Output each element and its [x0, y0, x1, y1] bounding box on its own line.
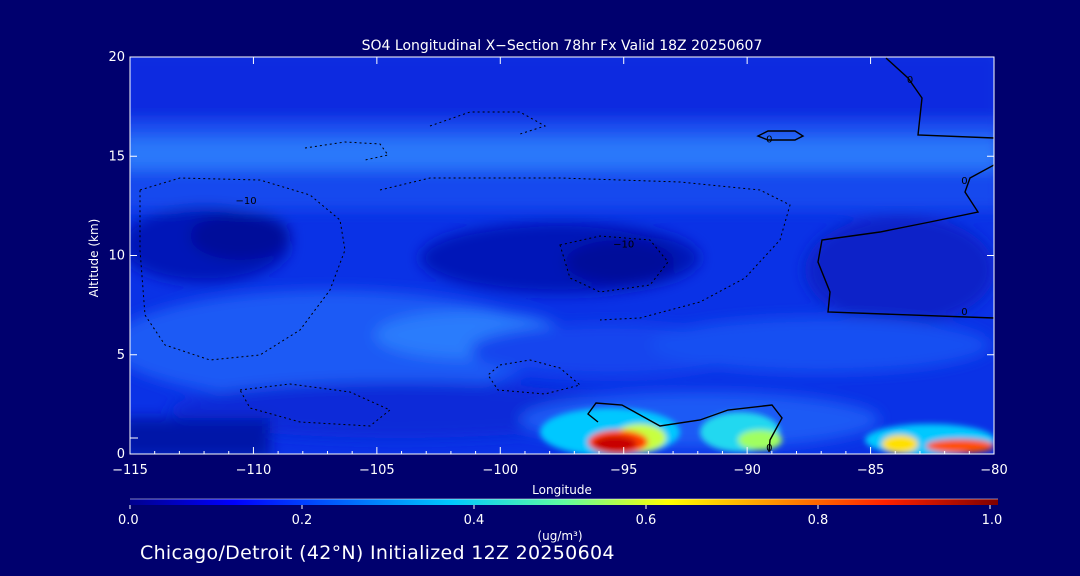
- x-tick-label: −110: [236, 463, 272, 478]
- contour-solid-upper-right: [885, 57, 994, 139]
- contour-dotted-6: [487, 359, 582, 395]
- y-tick-label: 0: [117, 447, 125, 462]
- y-axis-label: Altitude (km): [87, 219, 101, 298]
- contour-lines: [139, 57, 994, 453]
- x-tick-label: −80: [980, 463, 1007, 478]
- contour-label: 0: [907, 75, 913, 86]
- contour-label: 0: [766, 443, 772, 454]
- contour-dotted-7: [239, 383, 391, 427]
- colorbar-tick-label: 0.4: [464, 513, 485, 528]
- contour-solid-lower: [587, 402, 783, 453]
- y-tick-label: 5: [117, 348, 125, 363]
- contour-label: −10: [235, 196, 256, 207]
- contour-dotted-2: [379, 177, 791, 321]
- y-tick-label: 20: [108, 50, 125, 65]
- concentration-field: [130, 57, 994, 454]
- contour-label: 0: [766, 134, 772, 145]
- x-tick-label: −115: [112, 463, 148, 478]
- colorbar-ticks: 0.0 0.2 0.4 0.6 0.8 1.0: [118, 505, 1002, 528]
- y-axis: 0 5 10 15 20: [108, 50, 994, 462]
- colorbar-tick-label: 1.0: [982, 513, 1003, 528]
- colorbar-tick-label: 0.6: [636, 513, 657, 528]
- colorbar-tick-label: 0.0: [118, 513, 139, 528]
- colorbar-tick-label: 0.2: [292, 513, 313, 528]
- colorbar: [130, 499, 998, 505]
- chart-title: SO4 Longitudinal X−Section 78hr Fx Valid…: [362, 38, 763, 54]
- contour-solid-small-loop: [756, 130, 805, 141]
- x-tick-label: −90: [733, 463, 760, 478]
- colorbar-label: (ug/m³): [537, 529, 582, 543]
- contour-label: 0: [961, 307, 967, 318]
- x-tick-label: −95: [610, 463, 637, 478]
- footer-caption: Chicago/Detroit (42°N) Initialized 12Z 2…: [140, 542, 615, 564]
- x-tick-label: −100: [482, 463, 518, 478]
- y-tick-label: 10: [108, 249, 125, 264]
- contour-dotted-1: [139, 177, 346, 361]
- contour-dotted-5: [304, 141, 389, 161]
- x-tick-label: −105: [359, 463, 395, 478]
- contour-label: 0: [961, 176, 967, 187]
- x-axis: −115 −110 −105 −100 −95 −90 −85 −80: [112, 57, 1008, 478]
- x-axis-label: Longitude: [532, 483, 592, 497]
- colorbar-tick-label: 0.8: [808, 513, 829, 528]
- contour-label: −10: [613, 240, 634, 251]
- contour-solid-right: [817, 164, 994, 319]
- contour-labels: −10 −10 0 0 0 0 0: [235, 75, 967, 454]
- y-tick-label: 15: [108, 149, 125, 164]
- x-tick-label: −85: [857, 463, 884, 478]
- contour-dotted-3: [559, 235, 669, 293]
